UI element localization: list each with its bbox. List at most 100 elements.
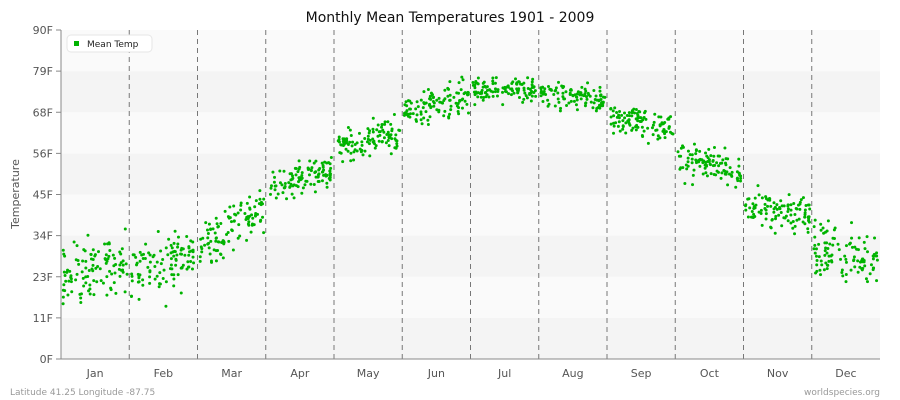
data-point <box>646 126 650 130</box>
data-point <box>753 206 757 210</box>
data-point <box>512 91 516 95</box>
data-point <box>708 163 712 167</box>
data-point <box>248 195 252 199</box>
data-point <box>836 242 840 246</box>
data-point <box>506 85 510 89</box>
data-point <box>493 90 497 94</box>
data-point <box>419 118 423 122</box>
data-point <box>144 242 148 246</box>
data-point <box>873 236 877 240</box>
data-point <box>236 236 240 240</box>
data-point <box>815 269 819 273</box>
data-point <box>448 112 452 116</box>
data-point <box>491 82 495 86</box>
data-point <box>630 114 634 118</box>
data-point <box>312 183 316 187</box>
data-point <box>84 266 88 270</box>
data-point <box>366 134 370 138</box>
data-point <box>617 116 621 120</box>
data-point <box>376 134 380 138</box>
data-point <box>479 90 483 94</box>
footer-source[interactable]: worldspecies.org <box>804 388 880 398</box>
data-point <box>111 253 115 257</box>
data-point <box>775 207 779 211</box>
data-point <box>374 144 378 148</box>
data-point <box>124 262 128 266</box>
legend-swatch <box>74 41 79 46</box>
data-point <box>289 182 293 186</box>
data-point <box>376 123 380 127</box>
data-point <box>159 249 163 253</box>
data-point <box>200 250 204 254</box>
data-point <box>575 108 579 112</box>
data-point <box>583 87 587 91</box>
data-point <box>219 221 223 225</box>
data-point <box>262 231 266 235</box>
data-point <box>294 167 298 171</box>
data-point <box>546 104 550 108</box>
data-point <box>435 108 439 112</box>
data-point <box>531 77 535 81</box>
data-point <box>825 251 829 255</box>
data-point <box>485 93 489 97</box>
data-point <box>624 131 628 135</box>
data-point <box>621 127 625 131</box>
data-point <box>526 87 530 91</box>
data-point <box>141 278 145 282</box>
data-point <box>571 94 575 98</box>
data-point <box>789 203 793 207</box>
data-point <box>297 176 301 180</box>
data-point <box>813 235 817 239</box>
data-point <box>580 85 584 89</box>
data-point <box>247 223 251 227</box>
data-point <box>822 268 826 272</box>
data-point <box>476 76 480 80</box>
data-point <box>86 275 90 279</box>
data-point <box>633 111 637 115</box>
data-point <box>278 169 282 173</box>
data-point <box>583 94 587 98</box>
data-point <box>712 145 716 149</box>
data-point <box>179 291 183 295</box>
data-point <box>180 252 184 256</box>
data-point <box>95 280 99 284</box>
data-point <box>308 159 312 163</box>
data-point <box>386 130 390 134</box>
data-point <box>161 258 165 262</box>
data-point <box>307 167 311 171</box>
data-point <box>875 279 879 283</box>
data-point <box>586 81 590 85</box>
data-point <box>819 222 823 226</box>
data-point <box>361 153 365 157</box>
data-point <box>599 97 603 101</box>
data-point <box>692 142 696 146</box>
data-point <box>404 100 408 104</box>
data-point <box>609 122 613 126</box>
data-point <box>84 281 88 285</box>
data-point <box>169 243 173 247</box>
x-tick-label: Aug <box>562 367 583 380</box>
data-point <box>121 263 125 267</box>
x-tick-label: Jul <box>497 367 511 380</box>
data-point <box>96 265 100 269</box>
data-point <box>206 242 210 246</box>
data-point <box>337 140 341 144</box>
data-point <box>865 235 869 239</box>
data-point <box>663 136 667 140</box>
data-point <box>239 203 243 207</box>
y-tick-label: 23F <box>33 271 53 284</box>
data-point <box>584 101 588 105</box>
data-point <box>815 259 819 263</box>
data-point <box>738 179 742 183</box>
data-point <box>857 236 861 240</box>
data-point <box>520 83 524 87</box>
data-point <box>176 242 180 246</box>
data-point <box>821 226 825 230</box>
data-point <box>553 89 557 93</box>
data-point <box>592 101 596 105</box>
data-point <box>819 228 823 232</box>
data-point <box>416 105 420 109</box>
data-point <box>98 267 102 271</box>
data-point <box>841 274 845 278</box>
data-point <box>106 242 110 246</box>
